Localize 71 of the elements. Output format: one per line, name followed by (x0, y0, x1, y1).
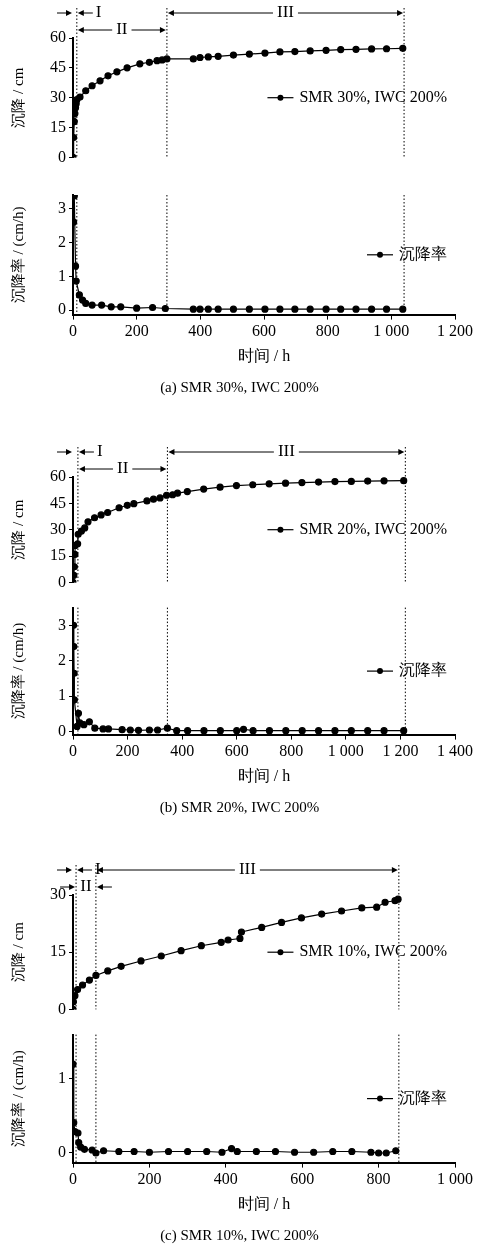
x-tick-label: 400 (188, 322, 213, 340)
y-tick-label: 15 (50, 942, 66, 960)
x-tick-label: 400 (213, 1170, 238, 1188)
ref-line-label: II (117, 458, 129, 478)
x-tick-label: 400 (170, 742, 195, 760)
y-axis-title: 沉降 / cm (9, 499, 26, 560)
y-tick-label: 45 (50, 493, 66, 511)
y-tick-label: 0 (58, 300, 66, 318)
y-tick-label: 45 (50, 58, 66, 76)
legend-label: SMR 10%, IWC 200% (299, 942, 448, 960)
legend-label: 沉降率 (399, 661, 447, 679)
ref-line-label: III (277, 2, 295, 22)
y-tick-label: 0 (58, 721, 66, 739)
y-tick-label: 60 (50, 28, 66, 46)
y-tick-label: 1 (58, 686, 66, 704)
ref-line-label: I (95, 2, 102, 22)
y-tick-label: 0 (58, 572, 66, 590)
x-tick-label: 600 (252, 322, 276, 340)
legend-label: 沉降率 (399, 1088, 447, 1106)
x-tick-label: 1 000 (373, 322, 410, 340)
x-axis-title: 时间 / h (237, 346, 291, 364)
legend-label: 沉降率 (399, 245, 447, 262)
x-axis-title: 时间 / h (237, 766, 291, 784)
y-axis-title: 沉降 / cm (9, 921, 26, 983)
y-tick-label: 1 (58, 1069, 66, 1087)
ref-line-label: II (80, 876, 92, 896)
text: (b) SMR 20%, IWC 200% (158, 798, 321, 817)
y-tick-label: 2 (58, 651, 66, 669)
y-tick-label: 0 (58, 999, 66, 1017)
y-axis-title: 沉降率 / (cm/h) (9, 622, 27, 720)
x-axis-title: 时间 / h (237, 1194, 291, 1212)
x-tick-label: 200 (124, 322, 149, 340)
legend-label: SMR 30%, IWC 200% (299, 87, 448, 105)
y-tick-label: 2 (58, 232, 66, 250)
x-tick-label: 0 (69, 322, 77, 340)
y-tick-label: 1 (58, 266, 66, 284)
x-tick-label: 800 (315, 322, 340, 340)
x-tick-label: 1 200 (382, 742, 419, 760)
x-tick-label: 0 (69, 1170, 77, 1188)
y-tick-label: 3 (58, 615, 66, 633)
y-tick-label: 15 (50, 546, 66, 564)
x-tick-label: 800 (366, 1170, 391, 1188)
x-tick-label: 1 400 (437, 742, 473, 760)
x-tick-label: 1 000 (327, 742, 364, 760)
y-tick-label: 30 (50, 519, 66, 537)
legend-label: SMR 20%, IWC 200% (299, 519, 448, 537)
y-tick-label: 3 (58, 198, 66, 216)
y-axis-title: 沉降率 / (cm/h) (9, 1050, 27, 1147)
x-tick-label: 200 (137, 1170, 162, 1188)
x-tick-label: 600 (290, 1170, 315, 1188)
ref-line-label: II (116, 19, 128, 39)
x-tick-label: 600 (224, 742, 249, 760)
x-tick-label: 200 (115, 742, 140, 760)
ref-line-label: III (238, 859, 257, 879)
y-tick-label: 0 (58, 1143, 66, 1161)
y-tick-label: 30 (50, 87, 66, 105)
text: (a) SMR 30%, IWC 200% (159, 378, 320, 397)
x-tick-label: 1 200 (437, 322, 473, 340)
ref-line-label: I (96, 441, 103, 461)
y-tick-label: 30 (50, 885, 66, 903)
y-tick-label: 15 (50, 117, 66, 135)
y-axis-title: 沉降率 / (cm/h) (9, 206, 27, 304)
ref-line-label: III (277, 441, 296, 461)
x-tick-label: 800 (279, 742, 304, 760)
x-tick-label: 0 (69, 742, 77, 760)
ref-line-label: I (95, 859, 102, 879)
x-tick-label: 1 000 (437, 1170, 473, 1188)
y-tick-label: 0 (58, 147, 66, 165)
text: (c) SMR 10%, IWC 200% (159, 1226, 320, 1245)
y-tick-label: 60 (50, 467, 66, 485)
y-axis-title: 沉降 / cm (9, 67, 26, 128)
